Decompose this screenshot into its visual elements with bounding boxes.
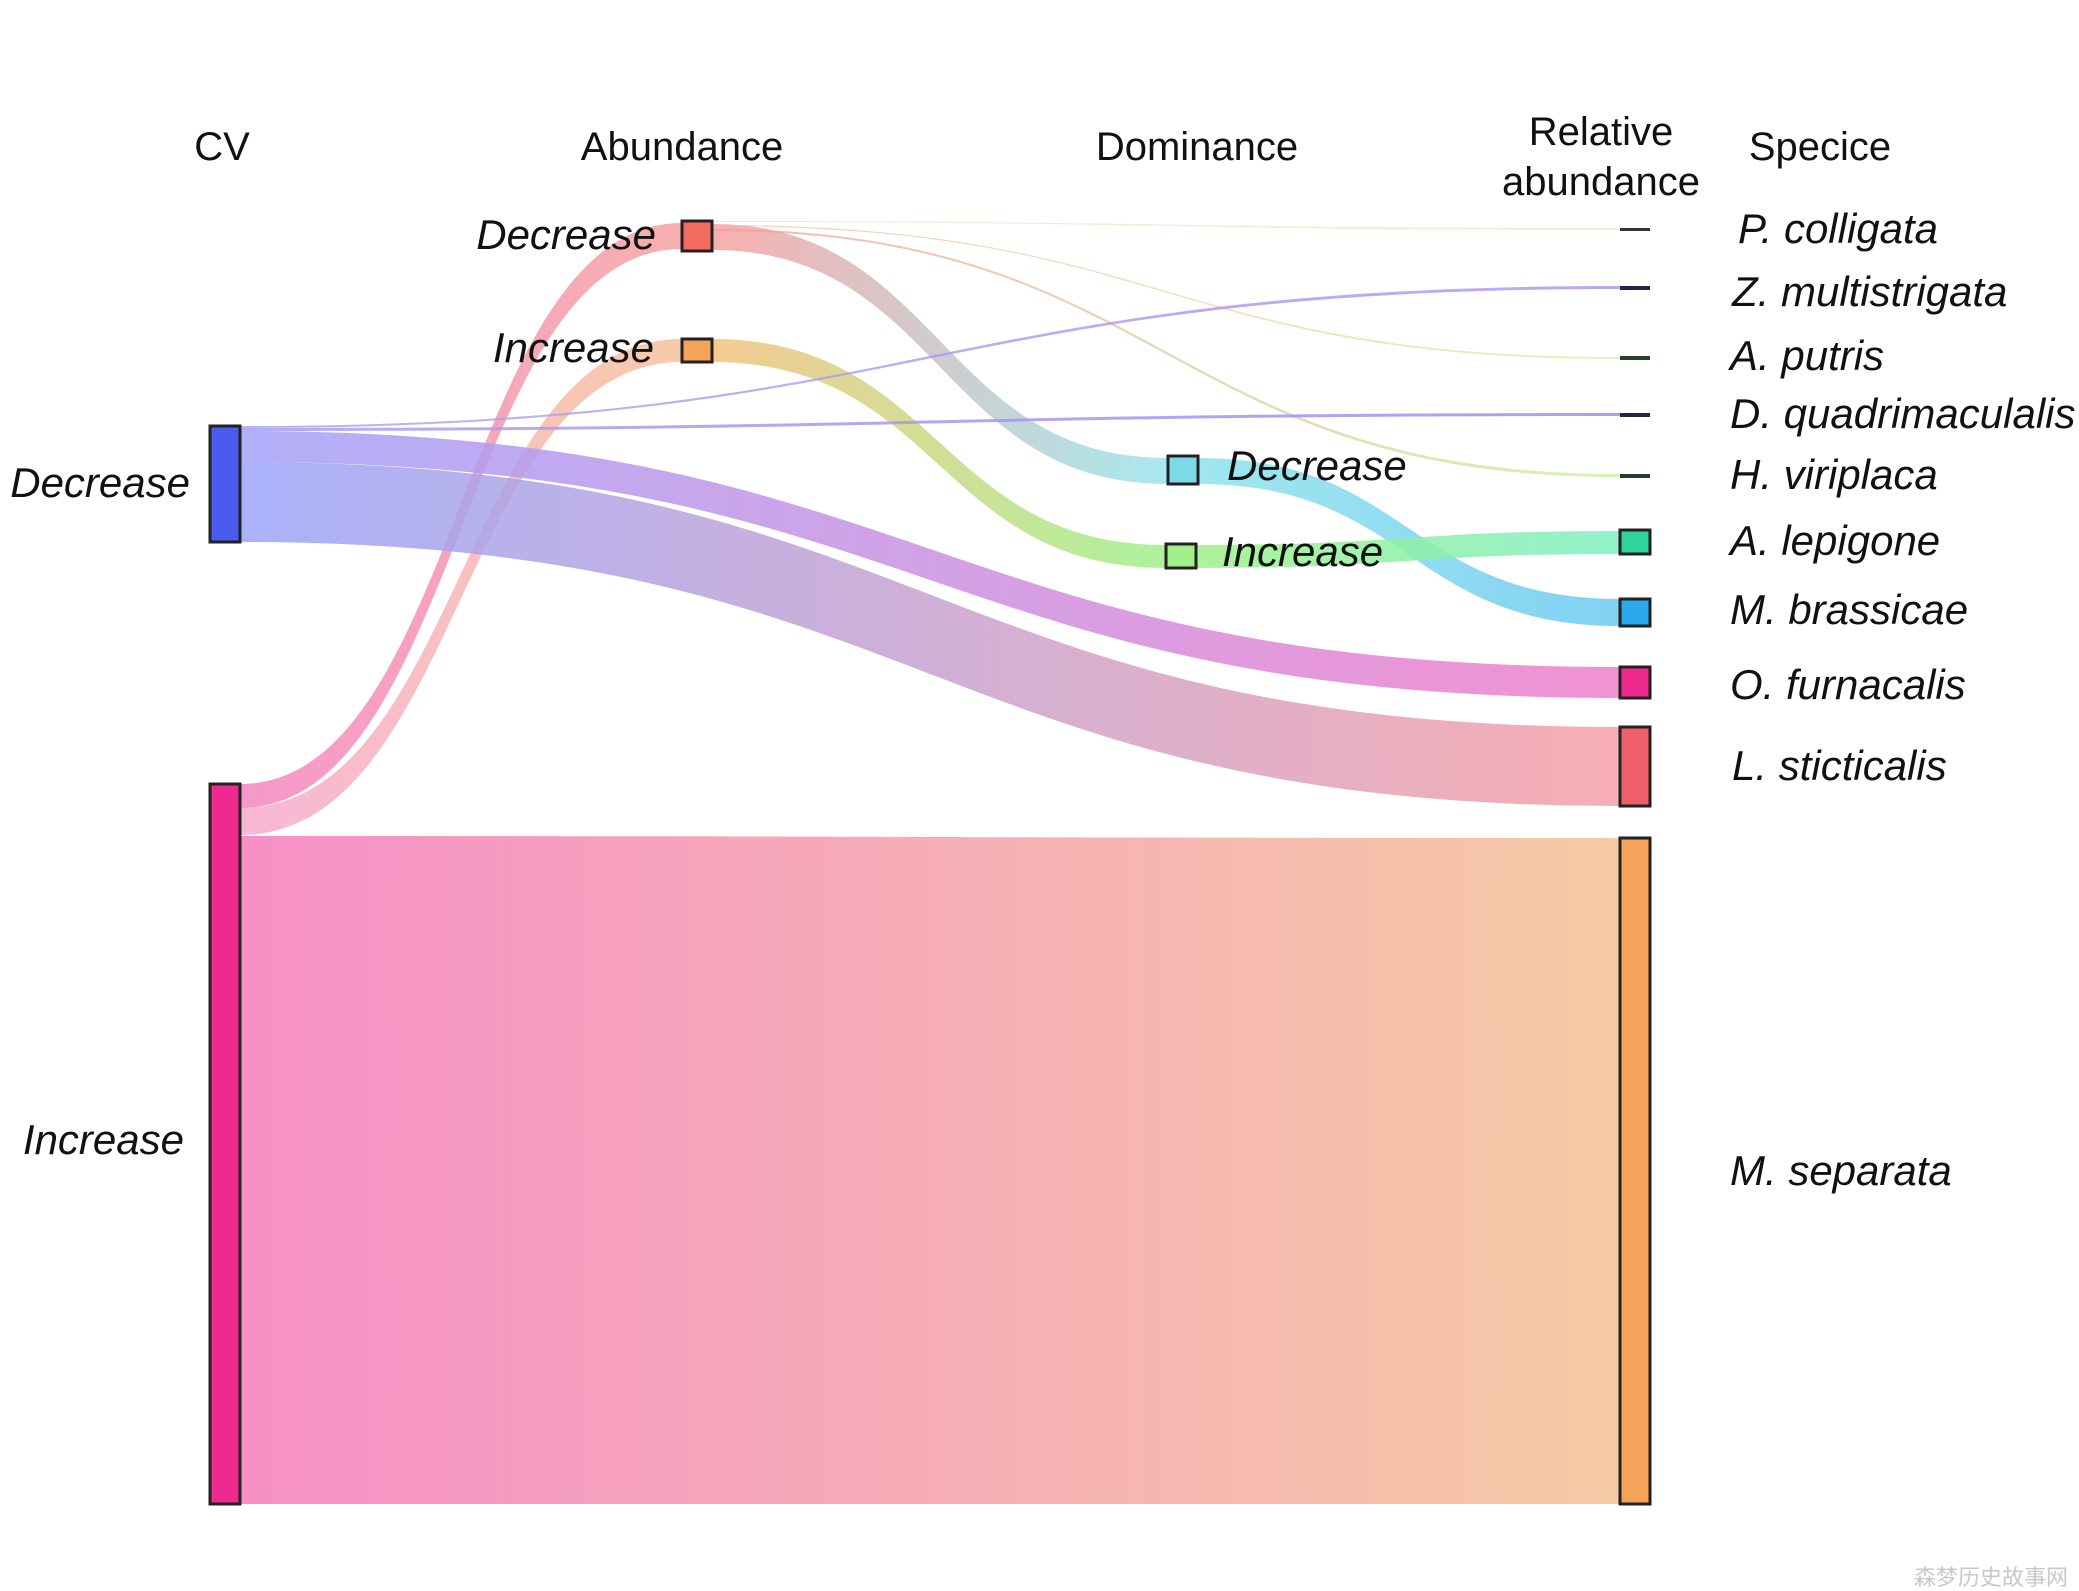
node-layer (208, 219, 1652, 1506)
flow-link-cv-dec-to-sp-zm (240, 286, 1620, 428)
node-sp-pc (1620, 228, 1650, 231)
node-do-dec (1166, 454, 1200, 486)
species-label-sp-al: A. lepigone (1727, 517, 1940, 564)
species-label-sp-zm: Z. multistrigata (1731, 268, 2007, 315)
flow-link-ab-dec-to-sp-ap (712, 225, 1620, 359)
column-header-abundance: Abundance (581, 125, 783, 169)
column-header-dominance: Dominance (1096, 125, 1298, 169)
species-label-sp-ls: L. sticticalis (1732, 742, 1947, 789)
node-ab-inc (680, 337, 714, 364)
node-label-cv-decrease: Decrease (10, 459, 190, 506)
flow-link-cv-dec-to-sp-dq (240, 413, 1620, 431)
node-sp-zm (1620, 286, 1650, 290)
node-label-abundance-decrease: Decrease (476, 211, 656, 258)
column-header-cv: CV (194, 125, 250, 169)
node-label-abundance-increase: Increase (493, 324, 654, 371)
node-cv-dec (208, 424, 242, 544)
node-sp-ap (1620, 356, 1650, 360)
species-label-sp-ms: M. separata (1730, 1147, 1952, 1194)
node-do-inc (1164, 542, 1198, 570)
node-sp-ls (1618, 725, 1652, 808)
species-label-layer: P. colligata Z. multistrigata A. putris D. … (1727, 205, 2075, 1194)
species-label-sp-mb: M. brassicae (1730, 586, 1968, 633)
node-ab-dec (680, 219, 714, 253)
node-label-dominance-increase: Increase (1222, 528, 1383, 575)
flow-link-cv-dec-to-sp-ls (240, 462, 1620, 806)
species-label-sp-hv: H. viriplaca (1730, 451, 1938, 498)
node-sp-dq (1620, 413, 1650, 417)
flow-link-ab-dec-to-sp-pc (712, 221, 1620, 230)
flow-layer (240, 221, 1620, 1504)
node-sp-mb (1618, 597, 1652, 628)
watermark: 森梦历史故事网 (1914, 1566, 2068, 1591)
flow-link-cv-inc-to-sp-ms (240, 836, 1620, 1504)
species-label-sp-dq: D. quadrimaculalis (1730, 390, 2075, 437)
species-label-sp-of: O. furnacalis (1730, 661, 1966, 708)
column-header-specice: Specice (1749, 125, 1891, 169)
flow-link-cv-dec-to-sp-of (240, 431, 1620, 698)
node-sp-of (1618, 665, 1652, 700)
node-sp-al (1618, 528, 1652, 556)
flow-link-cv-inc-to-ab-inc (240, 339, 682, 835)
column-header-relative-abundance: Relative abundance (1502, 110, 1700, 204)
node-label-dominance-decrease: Decrease (1227, 442, 1407, 489)
node-sp-hv (1620, 474, 1650, 478)
flow-link-ab-inc-to-do-inc (712, 339, 1166, 568)
flow-link-do-inc-to-sp-al (1196, 531, 1620, 568)
node-sp-ms (1618, 836, 1652, 1506)
node-label-cv-increase: Increase (23, 1116, 184, 1163)
species-label-sp-pc: P. colligata (1738, 205, 1938, 252)
node-cv-inc (208, 782, 242, 1506)
flow-link-ab-dec-to-sp-hv (712, 229, 1620, 477)
species-label-sp-ap: A. putris (1727, 332, 1884, 379)
